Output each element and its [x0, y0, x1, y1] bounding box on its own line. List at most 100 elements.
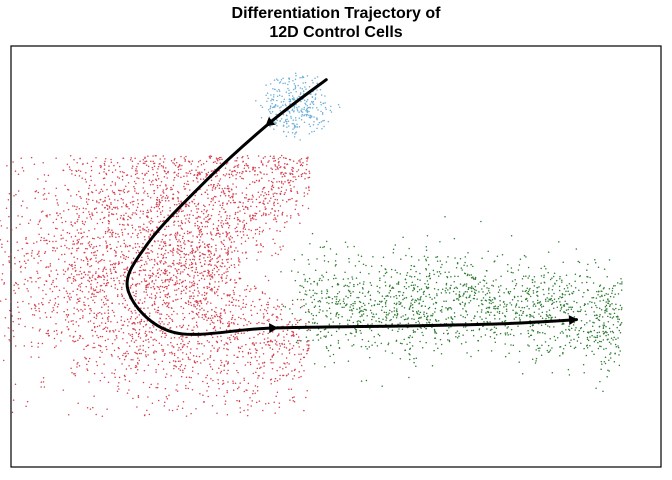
data-point — [605, 304, 608, 307]
data-point — [460, 343, 463, 345]
data-point — [274, 252, 277, 255]
data-point — [547, 289, 550, 291]
data-point — [214, 186, 217, 189]
data-point — [116, 390, 119, 393]
data-point — [431, 298, 433, 300]
data-point — [106, 204, 108, 206]
data-point — [165, 194, 168, 197]
data-point — [192, 235, 194, 237]
data-point — [136, 361, 139, 364]
data-point — [313, 130, 315, 133]
data-point — [176, 282, 179, 284]
data-point — [187, 183, 190, 186]
data-point — [106, 250, 109, 253]
data-point — [217, 159, 219, 162]
data-point — [215, 306, 217, 309]
data-point — [64, 319, 67, 321]
data-point — [280, 309, 283, 311]
data-point — [198, 229, 201, 232]
data-point — [208, 341, 210, 343]
data-point — [308, 189, 310, 191]
data-point — [151, 402, 154, 404]
data-point — [287, 373, 290, 375]
data-point — [195, 205, 197, 208]
data-point — [613, 336, 615, 339]
data-point — [522, 290, 524, 292]
data-point — [402, 315, 404, 317]
data-point — [307, 340, 309, 342]
data-point — [140, 320, 143, 322]
data-point — [181, 250, 183, 253]
data-point — [96, 325, 99, 328]
data-point — [210, 200, 212, 203]
data-point — [185, 258, 188, 261]
data-point — [156, 186, 159, 189]
data-point — [208, 263, 211, 265]
data-point — [150, 181, 153, 183]
data-point — [283, 336, 285, 338]
data-point — [545, 267, 547, 270]
data-point — [316, 258, 318, 260]
data-point — [265, 94, 267, 96]
data-point — [231, 316, 234, 319]
data-point — [348, 285, 350, 288]
data-point — [276, 99, 278, 102]
data-point — [371, 323, 373, 325]
data-point — [134, 212, 136, 214]
data-point — [19, 266, 22, 269]
data-point — [118, 303, 120, 305]
data-point — [171, 352, 173, 355]
data-point — [56, 305, 59, 308]
data-point — [218, 281, 220, 283]
data-point — [101, 317, 104, 319]
data-point — [123, 224, 125, 226]
data-point — [255, 99, 257, 102]
data-point — [120, 293, 123, 295]
data-point — [229, 311, 232, 313]
data-point — [38, 286, 40, 289]
data-point — [405, 254, 407, 257]
data-point — [54, 227, 57, 230]
data-point — [526, 287, 529, 289]
data-point — [181, 228, 183, 230]
data-point — [251, 342, 254, 345]
data-point — [101, 211, 103, 213]
data-point — [160, 260, 163, 262]
data-point — [161, 360, 164, 362]
data-point — [288, 89, 290, 92]
data-point — [257, 191, 260, 193]
data-point — [227, 324, 230, 327]
data-point — [291, 122, 294, 125]
data-point — [183, 157, 186, 159]
data-point — [140, 281, 143, 283]
data-point — [188, 213, 191, 216]
data-point — [306, 113, 308, 116]
data-point — [205, 211, 208, 213]
data-point — [298, 117, 301, 119]
data-point — [241, 172, 243, 175]
data-point — [256, 228, 259, 231]
data-point — [519, 318, 521, 321]
data-point — [181, 222, 184, 225]
data-point — [139, 266, 142, 268]
data-point — [258, 196, 261, 198]
data-point — [517, 325, 519, 327]
data-point — [189, 232, 191, 234]
data-point — [211, 189, 214, 191]
data-point — [577, 260, 579, 263]
data-point — [208, 286, 210, 288]
data-point — [256, 359, 258, 362]
data-point — [283, 121, 285, 123]
data-point — [267, 108, 270, 111]
data-point — [599, 313, 601, 316]
data-point — [226, 214, 228, 217]
data-point — [331, 301, 333, 304]
data-point — [291, 396, 294, 399]
data-point — [124, 246, 127, 248]
data-point — [255, 198, 258, 201]
data-point — [112, 206, 115, 209]
data-point — [55, 218, 58, 221]
data-point — [355, 330, 357, 332]
data-point — [201, 294, 203, 296]
data-point — [164, 336, 166, 338]
